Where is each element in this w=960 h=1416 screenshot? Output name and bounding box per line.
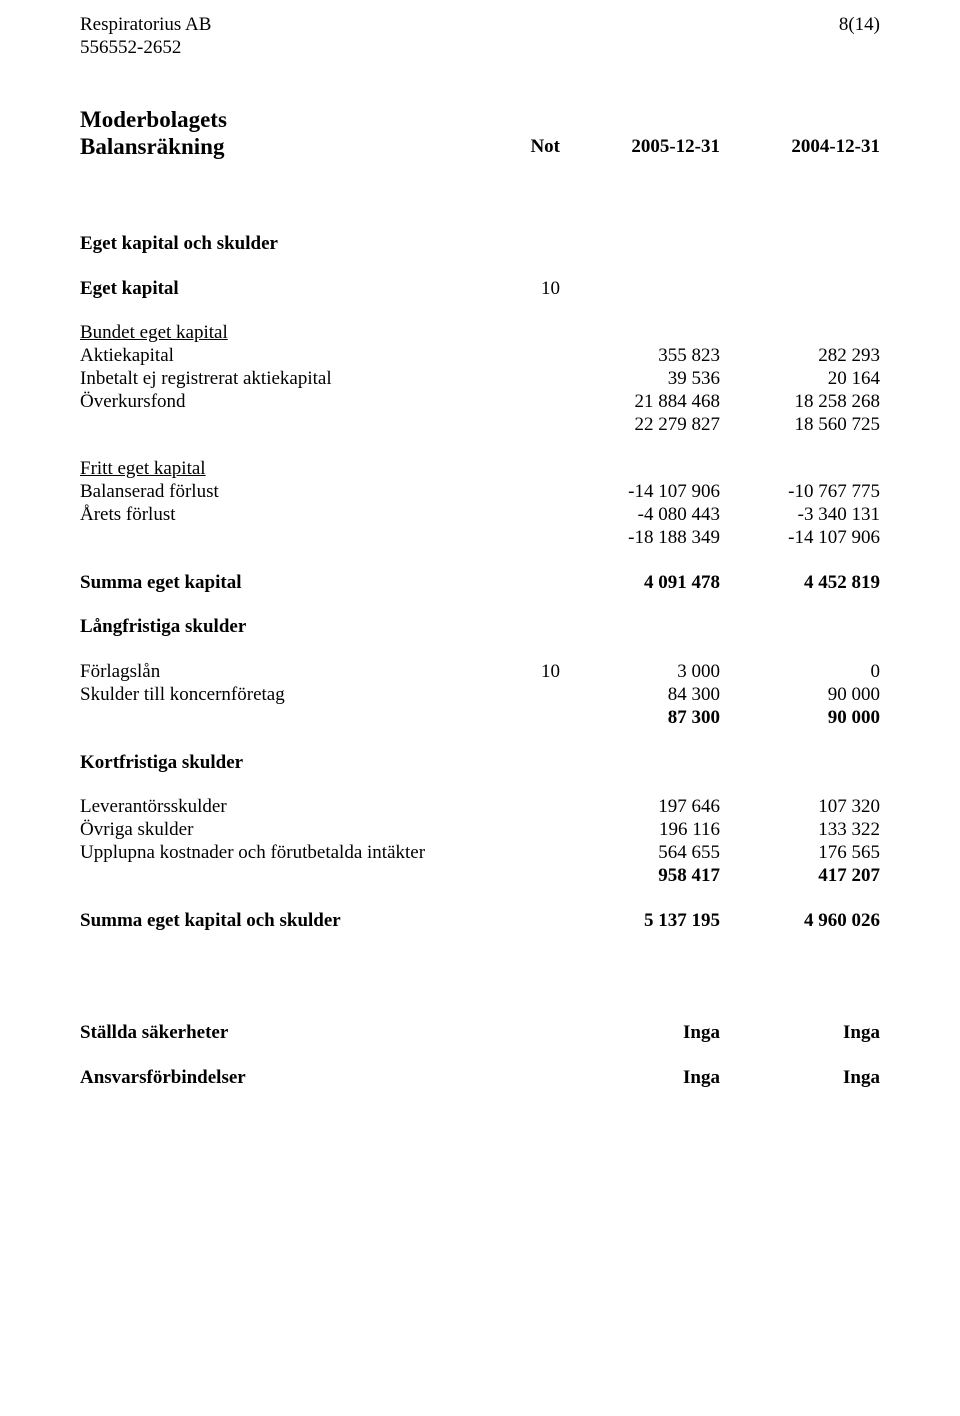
table-row: Övriga skulder 196 116 133 322 bbox=[80, 819, 880, 842]
kortfristiga-sum-row: 958 417 417 207 bbox=[80, 865, 880, 888]
row-v2: -10 767 775 bbox=[720, 481, 880, 504]
grand-total-row: Summa eget kapital och skulder 5 137 195… bbox=[80, 910, 880, 933]
table-row: Balanserad förlust -14 107 906 -10 767 7… bbox=[80, 481, 880, 504]
header-left: Respiratorius AB 556552-2652 bbox=[80, 14, 211, 60]
fritt-heading: Fritt eget kapital bbox=[80, 458, 500, 481]
table-row: Överkursfond 21 884 468 18 258 268 bbox=[80, 391, 880, 414]
sum-v1: 87 300 bbox=[560, 707, 720, 730]
table-row: Leverantörsskulder 197 646 107 320 bbox=[80, 796, 880, 819]
row-v2: 282 293 bbox=[720, 345, 880, 368]
table-row: Skulder till koncernföretag 84 300 90 00… bbox=[80, 684, 880, 707]
heading-text: Eget kapital och skulder bbox=[80, 233, 500, 256]
row-v1: 21 884 468 bbox=[560, 391, 720, 414]
row-v1: -4 080 443 bbox=[560, 504, 720, 527]
sum-v1: 22 279 827 bbox=[560, 414, 720, 437]
row-v1: 4 091 478 bbox=[560, 572, 720, 595]
page: Respiratorius AB 556552-2652 8(14) Moder… bbox=[0, 0, 960, 1416]
kortfristiga-heading-row: Kortfristiga skulder bbox=[80, 752, 880, 775]
langfristiga-sum-row: 87 300 90 000 bbox=[80, 707, 880, 730]
page-header: Respiratorius AB 556552-2652 8(14) bbox=[80, 14, 880, 60]
bundet-sum-row: 22 279 827 18 560 725 bbox=[80, 414, 880, 437]
heading-eget-kapital-och-skulder: Eget kapital och skulder bbox=[80, 233, 880, 256]
row-label: Upplupna kostnader och förutbetalda intä… bbox=[80, 842, 500, 865]
sum-v2: 90 000 bbox=[720, 707, 880, 730]
row-v2: 107 320 bbox=[720, 796, 880, 819]
kortfristiga-heading: Kortfristiga skulder bbox=[80, 752, 500, 775]
col-v1: 2005-12-31 bbox=[560, 106, 720, 161]
row-v1: Inga bbox=[560, 1022, 720, 1045]
row-label: Ställda säkerheter bbox=[80, 1022, 500, 1045]
row-v1: 564 655 bbox=[560, 842, 720, 865]
langfristiga-heading: Långfristiga skulder bbox=[80, 616, 500, 639]
eget-kapital-note: 10 bbox=[500, 278, 560, 301]
row-label: Aktiekapital bbox=[80, 345, 500, 368]
table-row: Upplupna kostnader och förutbetalda intä… bbox=[80, 842, 880, 865]
bundet-heading: Bundet eget kapital bbox=[80, 322, 500, 345]
row-label: Ansvarsförbindelser bbox=[80, 1067, 500, 1090]
row-v1: Inga bbox=[560, 1067, 720, 1090]
row-label: Skulder till koncernföretag bbox=[80, 684, 500, 707]
row-label: Summa eget kapital bbox=[80, 572, 500, 595]
row-v2: 90 000 bbox=[720, 684, 880, 707]
row-v2: Inga bbox=[720, 1022, 880, 1045]
row-v1: 5 137 195 bbox=[560, 910, 720, 933]
row-label: Förlagslån bbox=[80, 661, 500, 684]
sum-v2: 417 207 bbox=[720, 865, 880, 888]
table-row: Inbetalt ej registrerat aktiekapital 39 … bbox=[80, 368, 880, 391]
row-v1: 355 823 bbox=[560, 345, 720, 368]
row-label: Summa eget kapital och skulder bbox=[80, 910, 500, 933]
row-v1: 197 646 bbox=[560, 796, 720, 819]
eget-kapital-label: Eget kapital bbox=[80, 278, 500, 301]
row-note: 10 bbox=[500, 661, 560, 684]
row-v2: 0 bbox=[720, 661, 880, 684]
table-row: Aktiekapital 355 823 282 293 bbox=[80, 345, 880, 368]
row-label: Övriga skulder bbox=[80, 819, 500, 842]
row-v2: 133 322 bbox=[720, 819, 880, 842]
row-v1: 3 000 bbox=[560, 661, 720, 684]
bundet-heading-row: Bundet eget kapital bbox=[80, 322, 880, 345]
row-v2: 4 960 026 bbox=[720, 910, 880, 933]
row-label: Leverantörsskulder bbox=[80, 796, 500, 819]
company-name: Respiratorius AB bbox=[80, 14, 211, 37]
sum-v2: 18 560 725 bbox=[720, 414, 880, 437]
ansvarsforbindelser-row: Ansvarsförbindelser Inga Inga bbox=[80, 1067, 880, 1090]
row-v1: -14 107 906 bbox=[560, 481, 720, 504]
table-row: Årets förlust -4 080 443 -3 340 131 bbox=[80, 504, 880, 527]
fritt-sum-row: -18 188 349 -14 107 906 bbox=[80, 527, 880, 550]
row-label: Inbetalt ej registrerat aktiekapital bbox=[80, 368, 500, 391]
col-note: Not bbox=[500, 106, 560, 161]
row-note bbox=[500, 684, 560, 707]
row-v1: 39 536 bbox=[560, 368, 720, 391]
row-label: Överkursfond bbox=[80, 391, 500, 414]
row-v2: 4 452 819 bbox=[720, 572, 880, 595]
sum-v1: 958 417 bbox=[560, 865, 720, 888]
row-v2: -3 340 131 bbox=[720, 504, 880, 527]
org-number: 556552-2652 bbox=[80, 37, 211, 60]
section-title: Moderbolagets Balansräkning bbox=[80, 106, 500, 161]
section-title-line2: Balansräkning bbox=[80, 133, 500, 161]
sum-v1: -18 188 349 bbox=[560, 527, 720, 550]
stallda-sakerheter-row: Ställda säkerheter Inga Inga bbox=[80, 1022, 880, 1045]
row-v1: 196 116 bbox=[560, 819, 720, 842]
row-label: Årets förlust bbox=[80, 504, 500, 527]
sum-v2: -14 107 906 bbox=[720, 527, 880, 550]
summa-eget-kapital-row: Summa eget kapital 4 091 478 4 452 819 bbox=[80, 572, 880, 595]
row-v2: 18 258 268 bbox=[720, 391, 880, 414]
row-v2: 176 565 bbox=[720, 842, 880, 865]
page-number: 8(14) bbox=[839, 14, 880, 37]
langfristiga-heading-row: Långfristiga skulder bbox=[80, 616, 880, 639]
table-row: Förlagslån 10 3 000 0 bbox=[80, 661, 880, 684]
row-v2: Inga bbox=[720, 1067, 880, 1090]
section-title-line1: Moderbolagets bbox=[80, 106, 500, 134]
row-v1: 84 300 bbox=[560, 684, 720, 707]
row-v2: 20 164 bbox=[720, 368, 880, 391]
col-v2: 2004-12-31 bbox=[720, 106, 880, 161]
eget-kapital-row: Eget kapital 10 bbox=[80, 278, 880, 301]
section-title-row: Moderbolagets Balansräkning Not 2005-12-… bbox=[80, 106, 880, 161]
row-label: Balanserad förlust bbox=[80, 481, 500, 504]
fritt-heading-row: Fritt eget kapital bbox=[80, 458, 880, 481]
